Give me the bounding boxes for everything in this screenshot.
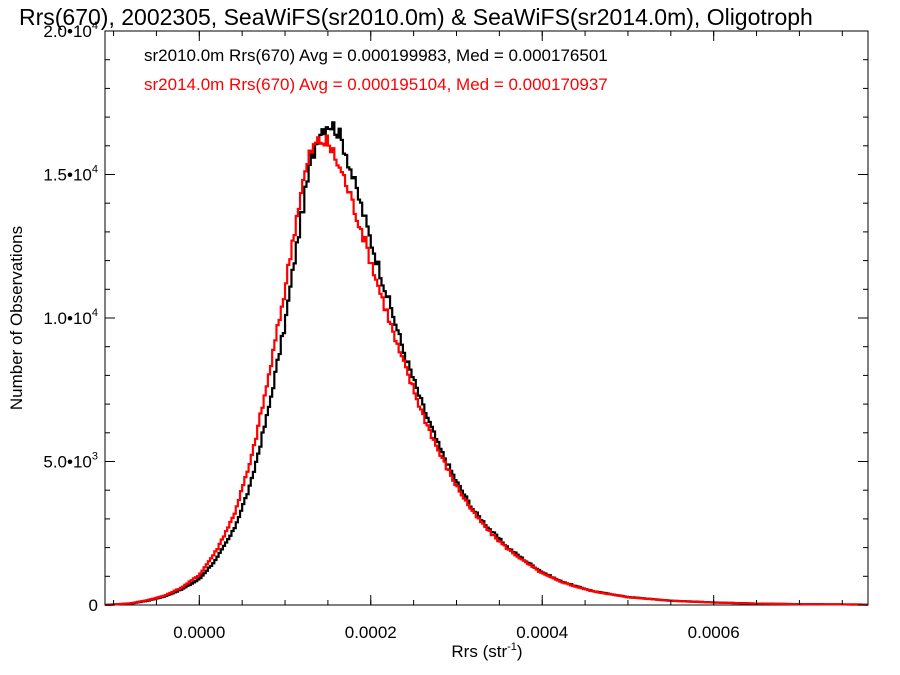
series-line [105, 134, 868, 607]
y-axis-label: Number of Observations [7, 226, 26, 410]
x-axis-label: Rrs (str-1) [451, 641, 522, 661]
legend: sr2010.0m Rrs(670) Avg = 0.000199983, Me… [144, 46, 608, 94]
chart-title: Rrs(670), 2002305, SeaWiFS(sr2010.0m) & … [19, 4, 813, 30]
y-tick-label: 2.0•104 [43, 20, 98, 41]
x-tick-label: 0.0000 [173, 623, 225, 642]
series-layer [105, 121, 868, 607]
x-tick-label: 0.0002 [345, 623, 397, 642]
y-tick-label: 5.0•103 [43, 451, 98, 472]
y-tick-label: 1.0•104 [43, 307, 98, 328]
x-tick-label: 0.0004 [516, 623, 568, 642]
y-axis: 0 5.0•103 1.0•104 1.5•104 2.0•104 [43, 20, 868, 615]
series-line [105, 121, 868, 607]
legend-entry: sr2010.0m Rrs(670) Avg = 0.000199983, Me… [144, 46, 608, 65]
y-tick-label: 1.5•104 [43, 164, 98, 185]
legend-entry: sr2014.0m Rrs(670) Avg = 0.000195104, Me… [144, 75, 608, 94]
x-axis: 0.0000 0.0002 0.0004 0.0006 [113, 31, 843, 642]
x-tick-label: 0.0006 [688, 623, 740, 642]
plot-frame [104, 30, 869, 606]
y-tick-label: 0 [89, 596, 98, 615]
